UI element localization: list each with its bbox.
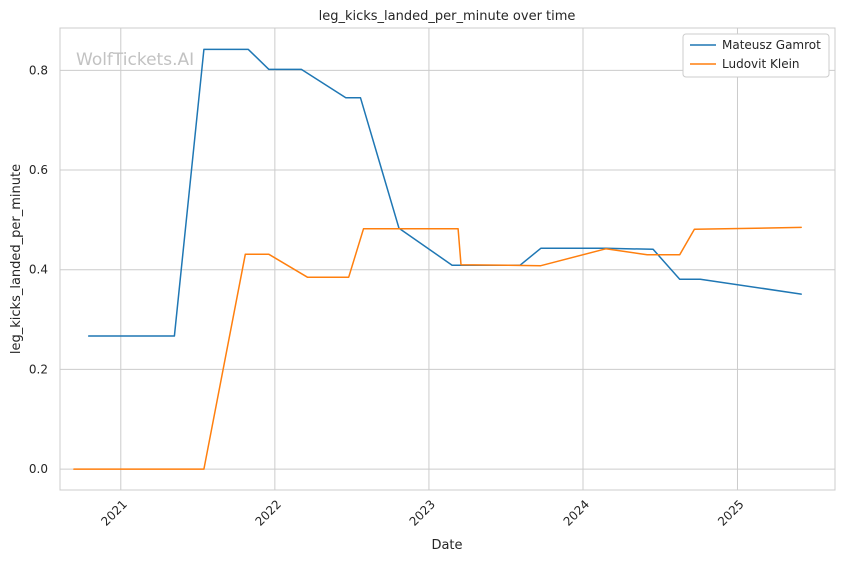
chart-title: leg_kicks_landed_per_minute over time [319,9,576,24]
legend: Mateusz Gamrot Ludovit Klein [682,33,830,78]
y-tick-label: 0.2 [29,362,48,376]
x-tick-label: 2025 [715,497,746,528]
plot-background [60,28,835,490]
legend-box [682,33,830,78]
series-layer [73,48,802,470]
x-tick-label: 2022 [252,497,283,528]
y-tick-label: 0.4 [29,263,48,277]
y-tick-label: 0.8 [29,63,48,77]
x-tick-label: 2024 [561,497,592,528]
x-tick-label: 2021 [98,497,129,528]
y-tick-label: 0.0 [29,462,48,476]
series-line-ludovit-klein [73,226,802,470]
x-axis-label: Date [431,538,462,553]
watermark: WolfTickets.AI [76,50,194,70]
y-tick-label: 0.6 [29,163,48,177]
y-axis-label: leg_kicks_landed_per_minute [9,164,24,354]
plot-frame [59,27,836,491]
gridlines [60,28,835,490]
x-tick-label: 2023 [407,497,438,528]
legend-label-ludovit-klein: Ludovit Klein [722,57,800,71]
legend-label-mateusz-gamrot: Mateusz Gamrot [722,38,821,52]
